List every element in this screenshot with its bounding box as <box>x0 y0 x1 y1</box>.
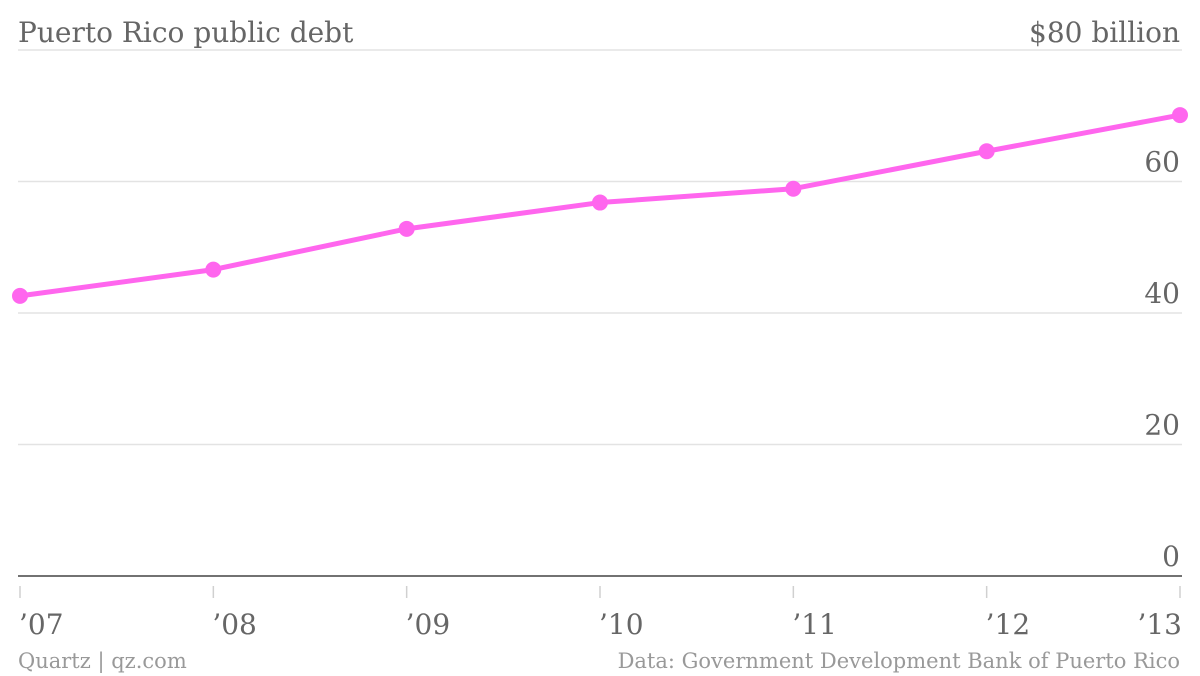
x-axis-tick-labels: ’07 ’08 ’09 ’10 ’11 ’12 ’13 <box>19 608 1182 641</box>
x-axis-ticks <box>19 586 1181 598</box>
chart-title: Puerto Rico public debt <box>18 16 354 49</box>
series-layer <box>12 107 1188 304</box>
data-point <box>1172 107 1188 124</box>
y-tick-label: 0 <box>1162 540 1180 573</box>
x-tick-label: ’13 <box>1137 608 1182 641</box>
x-tick-label: ’08 <box>212 608 257 641</box>
credit-text: Quartz | qz.com <box>18 649 187 674</box>
source-text: Data: Government Development Bank of Pue… <box>618 649 1180 673</box>
y-tick-label: 40 <box>1144 277 1180 310</box>
data-point <box>785 180 802 197</box>
x-tick-label: ’09 <box>406 608 451 641</box>
x-tick-label: ’11 <box>792 608 837 641</box>
y-axis-tick-labels: 0 20 40 60 <box>1144 146 1180 574</box>
unit-label: $80 billion <box>1029 16 1180 49</box>
x-tick-label: ’10 <box>599 608 644 641</box>
x-tick-label: ’12 <box>986 608 1031 641</box>
grid-lines <box>18 49 1182 446</box>
y-tick-label: 60 <box>1144 146 1180 179</box>
data-point <box>592 194 608 211</box>
data-point <box>978 143 995 160</box>
data-point <box>398 220 415 237</box>
y-tick-label: 20 <box>1144 409 1180 442</box>
data-point <box>12 287 28 304</box>
data-point <box>205 261 222 278</box>
x-tick-label: ’07 <box>19 608 64 641</box>
